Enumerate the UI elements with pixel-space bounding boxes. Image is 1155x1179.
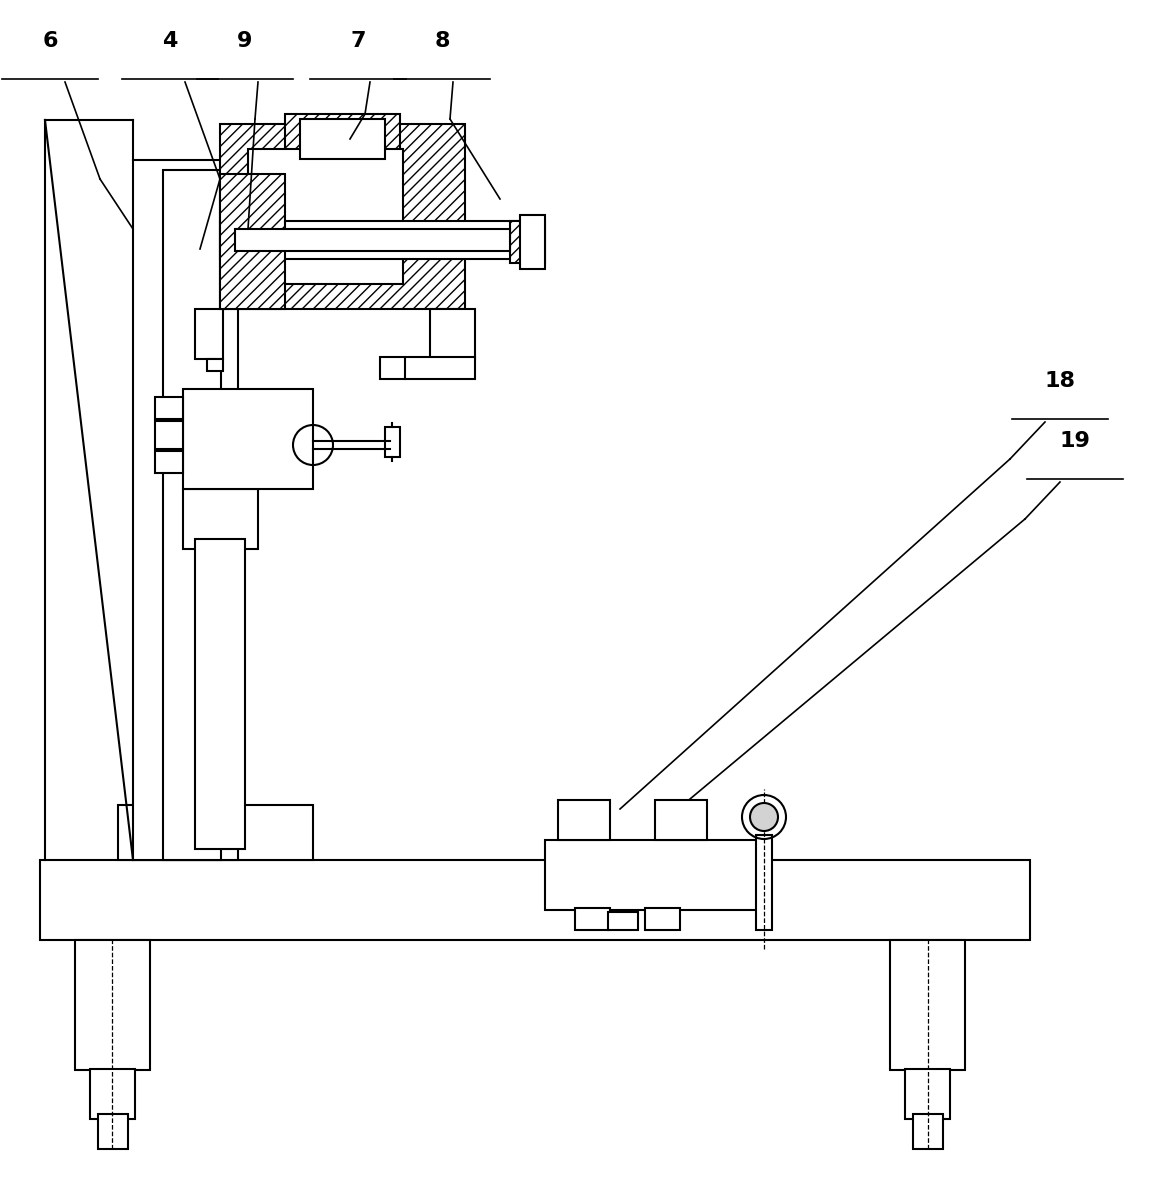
Circle shape <box>750 803 778 831</box>
Bar <box>545 839 760 910</box>
Bar <box>655 801 707 839</box>
Text: 19: 19 <box>1059 432 1090 452</box>
Bar <box>133 160 238 859</box>
Bar <box>155 452 182 473</box>
Bar <box>608 913 638 930</box>
Bar <box>182 489 258 549</box>
Bar <box>98 1114 128 1150</box>
Bar <box>234 229 511 251</box>
Bar <box>219 220 526 259</box>
Bar <box>163 170 221 859</box>
Bar <box>430 309 475 358</box>
Bar <box>219 174 285 309</box>
Text: 7: 7 <box>350 31 366 51</box>
Bar <box>300 119 385 159</box>
Bar <box>155 421 182 449</box>
Bar <box>912 1114 942 1150</box>
Bar <box>155 397 182 419</box>
Bar <box>891 940 964 1071</box>
Text: 6: 6 <box>43 31 58 51</box>
Bar <box>75 940 150 1071</box>
Bar <box>182 389 313 489</box>
Bar <box>906 1069 951 1119</box>
Bar <box>40 859 1030 940</box>
Bar <box>385 427 400 457</box>
Bar <box>511 220 545 263</box>
Text: 18: 18 <box>1044 371 1075 391</box>
Bar <box>380 357 475 378</box>
Bar <box>575 908 610 930</box>
Bar <box>118 805 313 859</box>
Bar <box>285 114 400 174</box>
Bar <box>207 358 223 371</box>
Bar <box>644 908 680 930</box>
Bar <box>520 215 545 269</box>
Bar <box>248 149 403 284</box>
Text: 4: 4 <box>163 31 178 51</box>
Bar <box>558 801 610 839</box>
Bar <box>219 124 465 309</box>
Bar <box>757 835 772 930</box>
Bar <box>195 309 223 358</box>
Text: 9: 9 <box>237 31 253 51</box>
Bar <box>90 1069 135 1119</box>
Text: 8: 8 <box>434 31 449 51</box>
Bar <box>195 539 245 849</box>
